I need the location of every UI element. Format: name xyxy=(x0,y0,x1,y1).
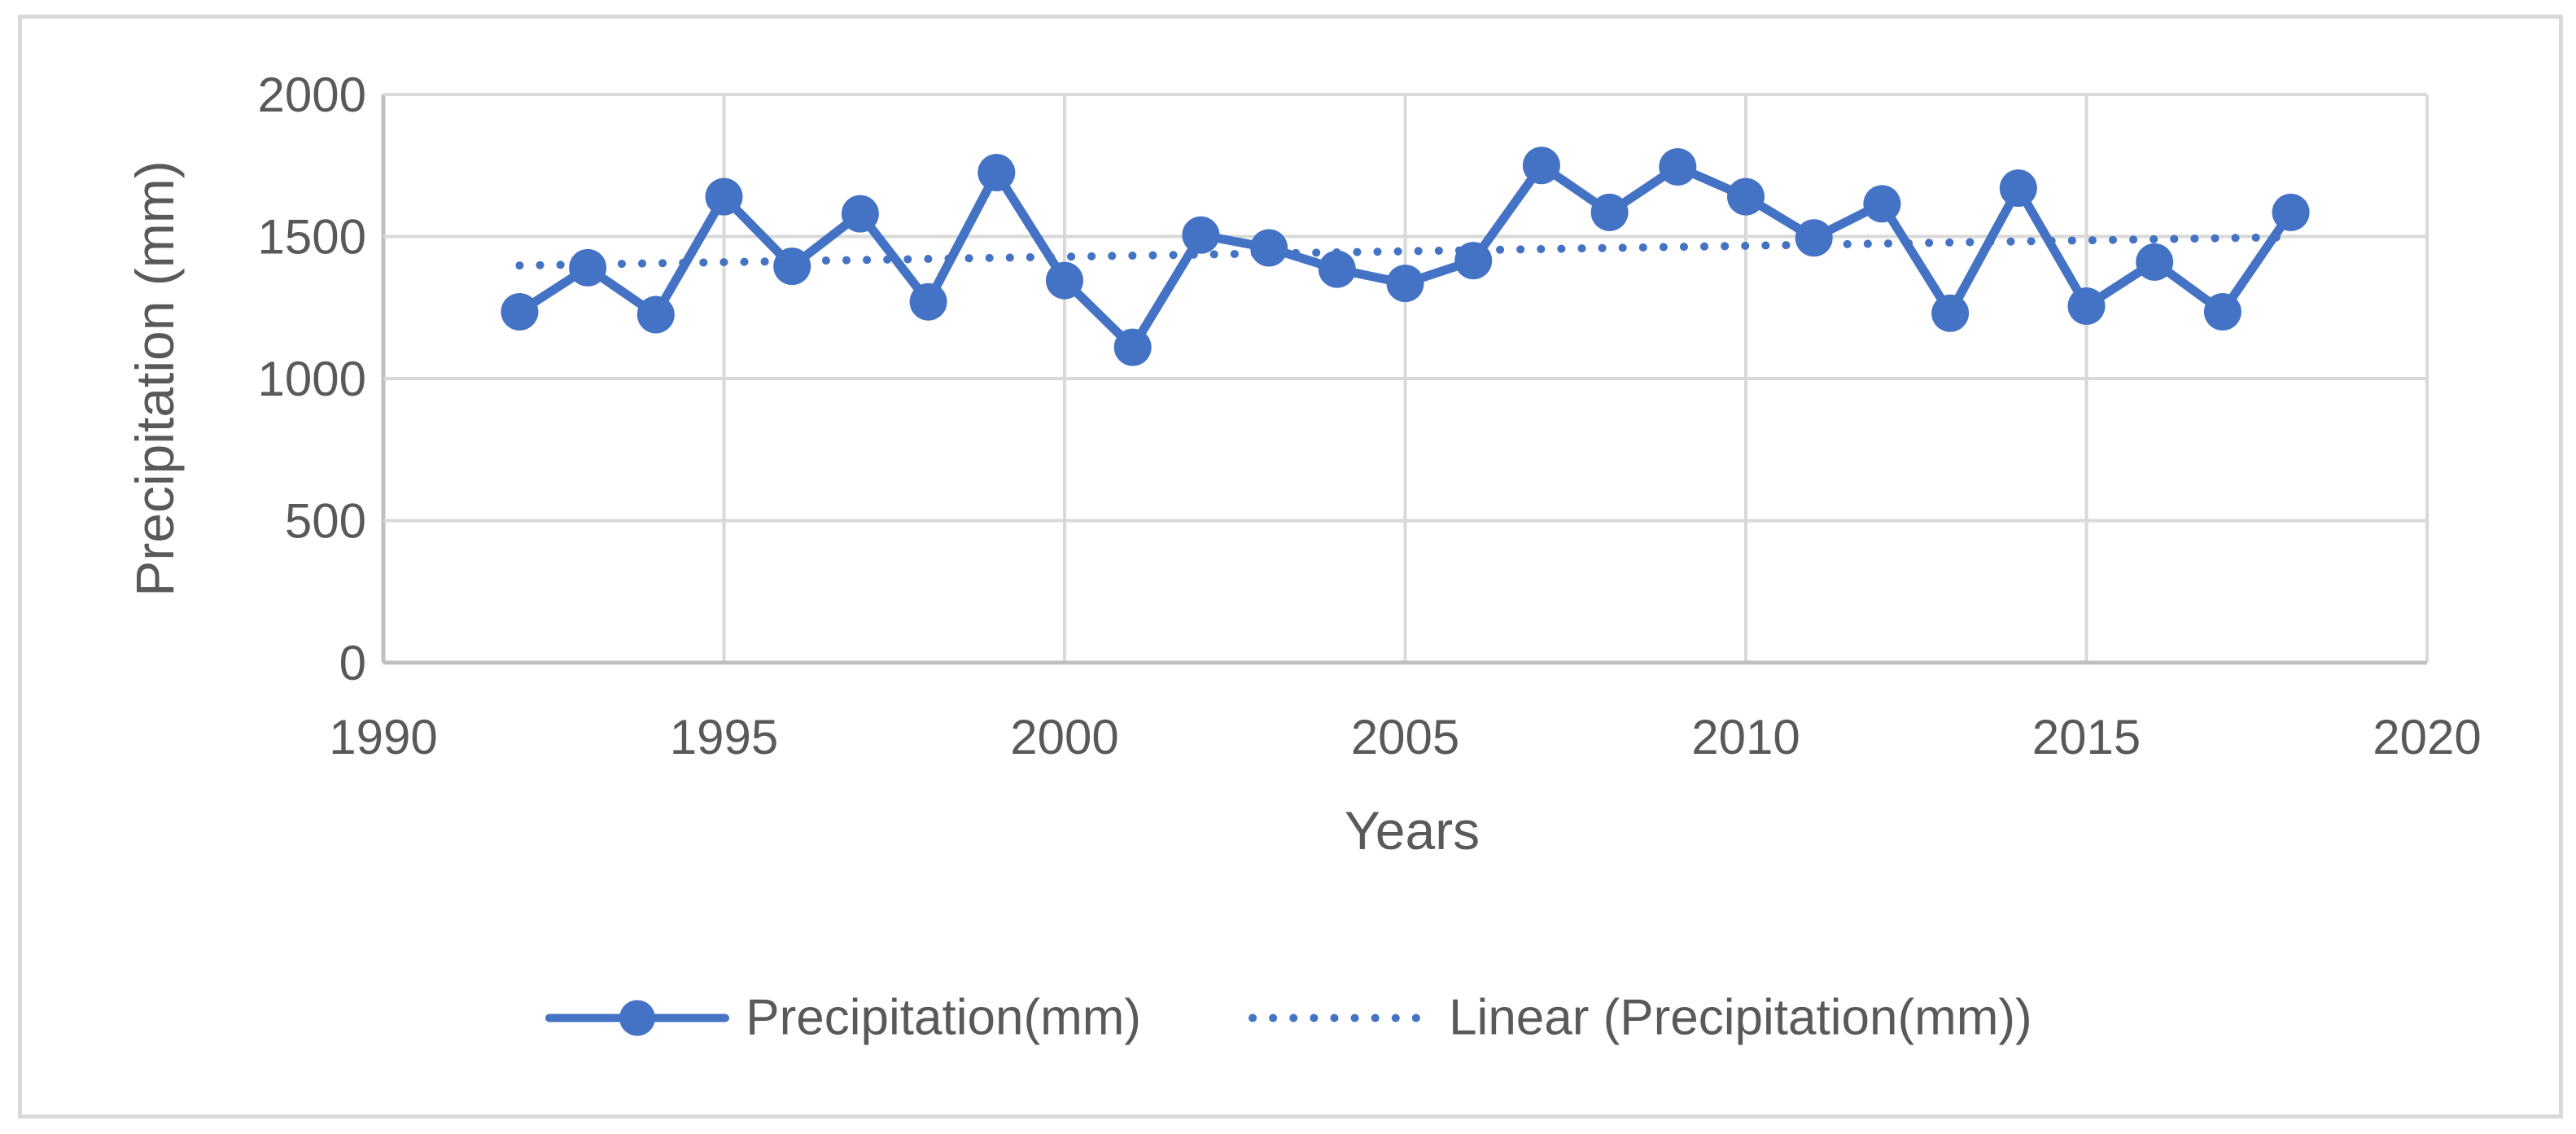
x-axis-title: Years xyxy=(1344,800,1480,860)
x-tick-label: 1995 xyxy=(670,710,778,764)
x-tick-label: 2005 xyxy=(1351,710,1459,764)
data-point-2006 xyxy=(1454,242,1493,280)
y-axis-title: Precipitation (mm) xyxy=(125,160,185,597)
data-point-2016 xyxy=(2136,243,2174,281)
data-point-2001 xyxy=(1113,328,1152,366)
data-point-2004 xyxy=(1318,250,1356,288)
data-point-2000 xyxy=(1046,261,1083,300)
legend: Precipitation(mm) Linear (Precipitation(… xyxy=(0,989,2576,1047)
y-tick-label: 1500 xyxy=(258,210,366,265)
data-point-2013 xyxy=(1931,294,1970,332)
data-point-2017 xyxy=(2203,292,2241,331)
data-point-2008 xyxy=(1590,193,1629,231)
data-point-2012 xyxy=(1863,185,1901,223)
legend-item-linear: Linear (Precipitation(mm)) xyxy=(1247,989,2032,1047)
data-point-2014 xyxy=(1999,169,2037,208)
x-tick-label: 2020 xyxy=(2373,710,2481,764)
legend-item-precipitation: Precipitation(mm) xyxy=(544,989,1141,1047)
data-point-2009 xyxy=(1659,147,1697,186)
x-tick-label: 2015 xyxy=(2032,710,2141,764)
data-point-2011 xyxy=(1795,219,1833,257)
y-tick-label: 0 xyxy=(339,636,366,690)
y-tick-label: 1000 xyxy=(258,352,366,406)
data-point-2007 xyxy=(1522,147,1560,185)
data-point-2005 xyxy=(1386,265,1424,303)
x-tick-label: 2010 xyxy=(1691,710,1800,764)
legend-label-linear: Linear (Precipitation(mm)) xyxy=(1449,989,2032,1046)
data-point-1995 xyxy=(705,177,743,216)
y-tick-label: 2000 xyxy=(258,68,366,122)
data-point-2003 xyxy=(1250,229,1288,267)
legend-dotted-line-sample xyxy=(1249,1014,1433,1022)
x-tick-label: 2000 xyxy=(1010,710,1118,764)
data-point-2015 xyxy=(2067,287,2106,326)
data-point-1993 xyxy=(569,248,607,287)
data-point-2010 xyxy=(1727,177,1765,216)
x-tick-label: 1990 xyxy=(329,710,437,764)
data-point-1999 xyxy=(977,153,1016,191)
legend-label-precipitation: Precipitation(mm) xyxy=(746,989,1142,1046)
y-tick-label: 500 xyxy=(285,494,366,549)
data-point-2002 xyxy=(1182,216,1220,254)
data-point-1998 xyxy=(909,282,947,321)
data-point-2018 xyxy=(2272,193,2310,231)
chart-outer-border xyxy=(18,15,2563,1119)
data-point-1996 xyxy=(773,247,811,286)
data-point-1997 xyxy=(841,195,879,233)
data-point-1992 xyxy=(501,292,539,331)
legend-line-marker-sample xyxy=(545,1000,730,1035)
data-point-1994 xyxy=(636,296,675,334)
